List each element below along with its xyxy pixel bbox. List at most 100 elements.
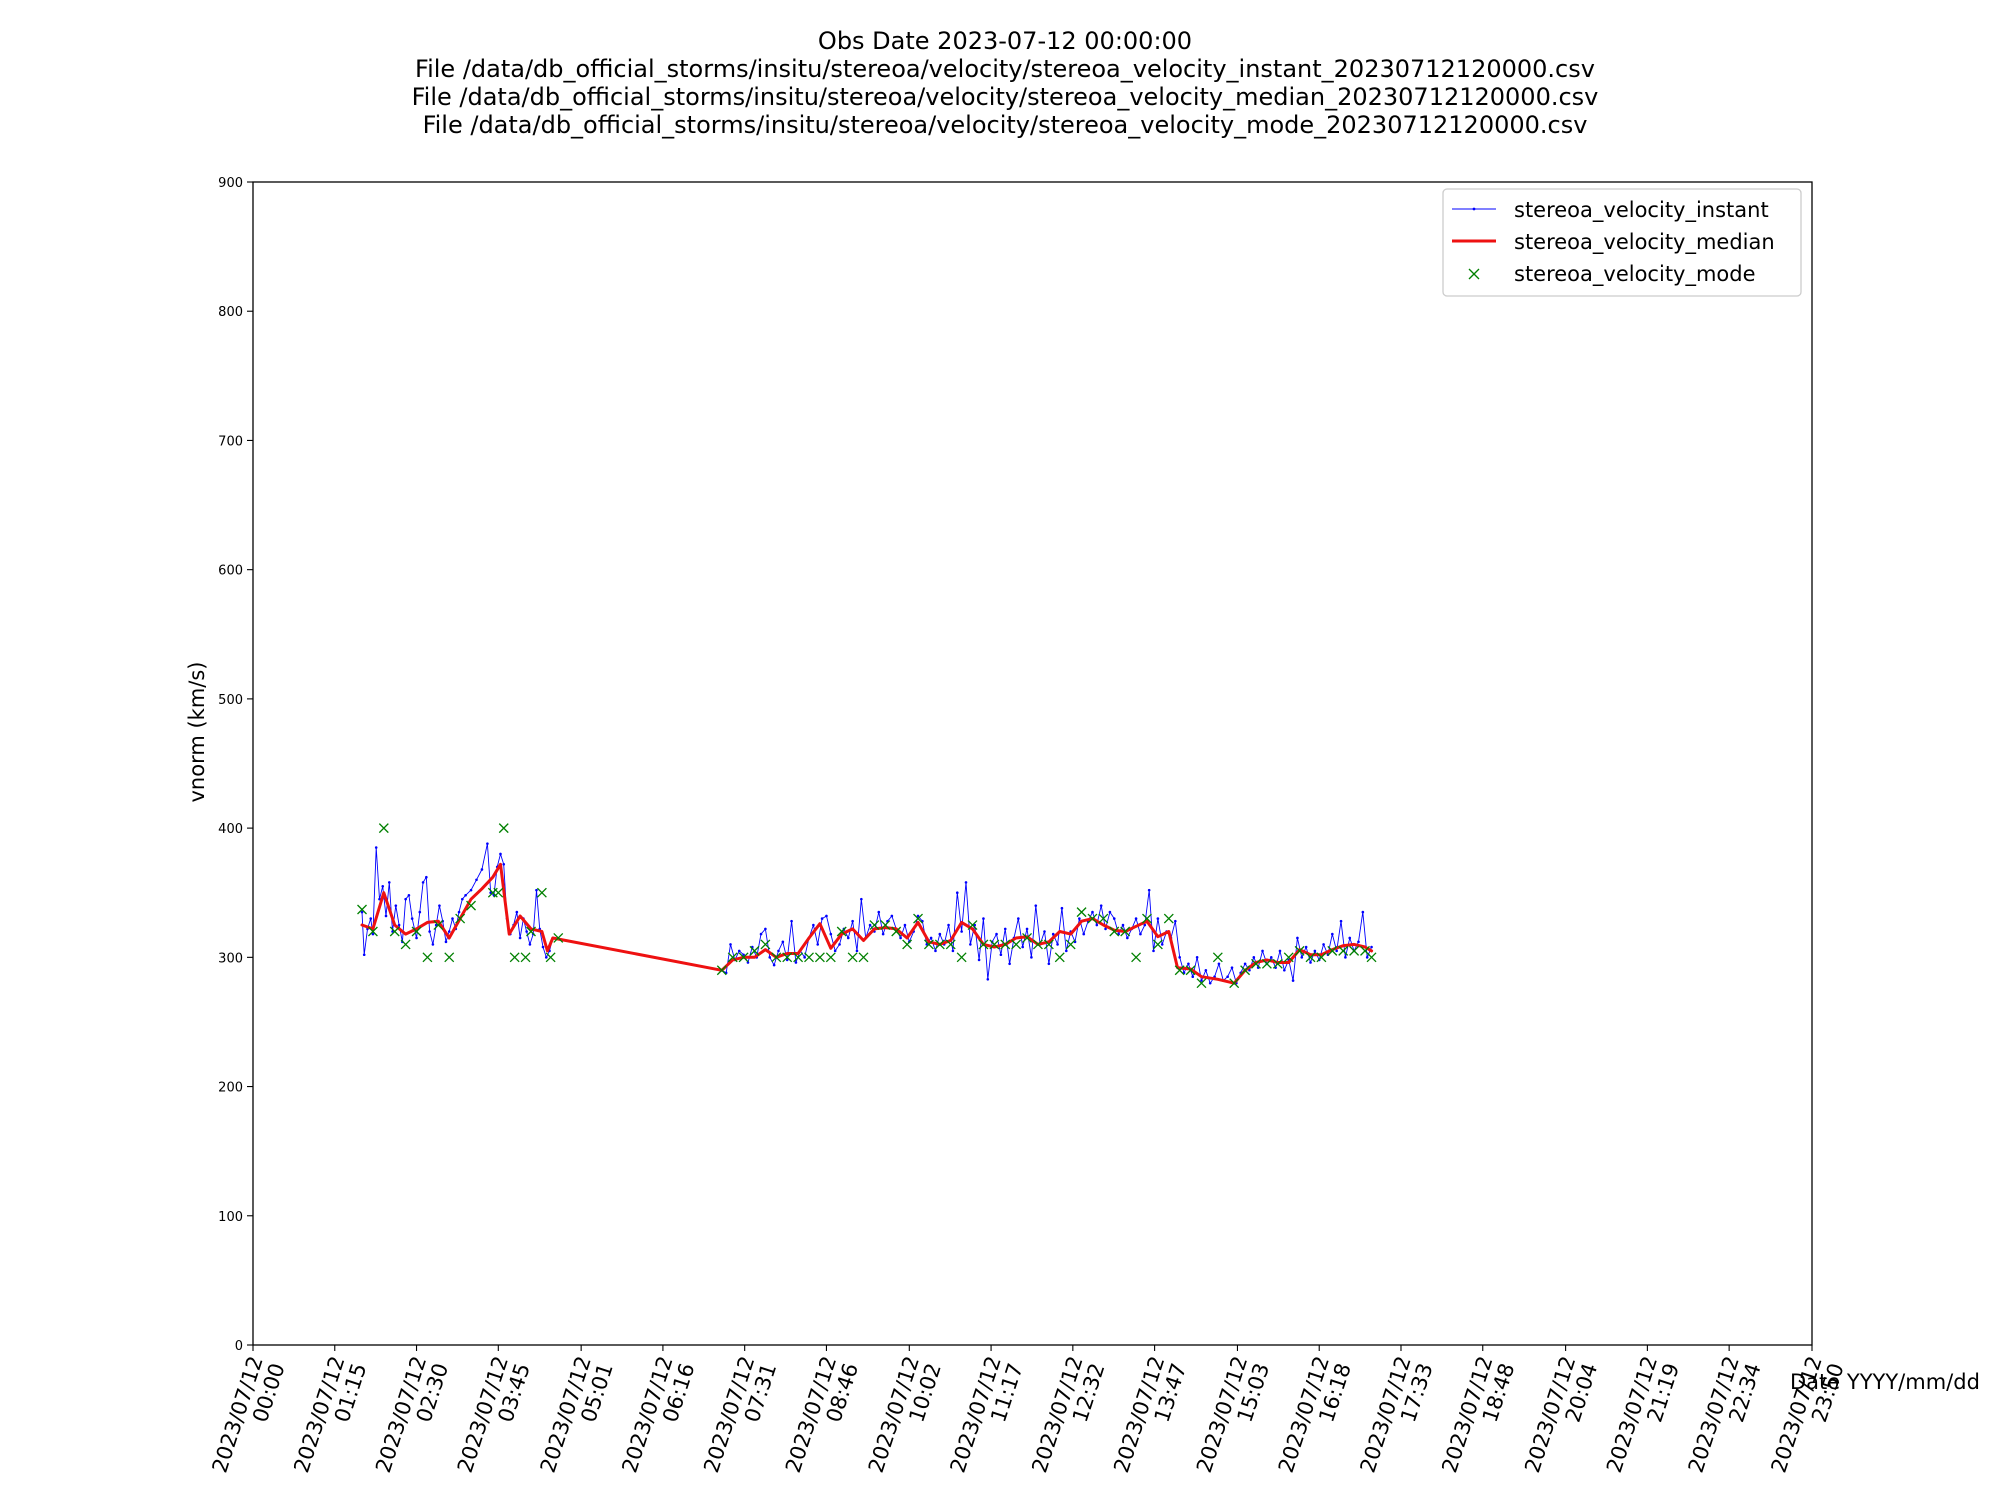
legend-mode-label: stereoa_velocity_mode [1514, 262, 1756, 287]
instant-point [860, 897, 863, 901]
instant-point [421, 881, 425, 884]
instant-point [1339, 919, 1343, 923]
instant-point [1121, 923, 1125, 927]
instant-point [1283, 968, 1286, 972]
mode-point [1283, 952, 1294, 963]
y-tick-label: 300 [218, 951, 243, 966]
instant-point [518, 936, 522, 940]
instant-point [1208, 981, 1212, 985]
mode-point [869, 920, 880, 930]
instant-point [1003, 927, 1007, 931]
instant-point [1108, 910, 1112, 914]
instant-point [1178, 956, 1181, 959]
instant-point [772, 963, 776, 967]
instant-point [781, 940, 785, 944]
instant-point [947, 923, 950, 927]
instant-point [415, 936, 418, 940]
instant-point [1008, 962, 1011, 966]
instant-point [899, 936, 902, 940]
instant-point [1344, 956, 1347, 959]
instant-point [469, 888, 473, 892]
mode-point [1240, 965, 1251, 976]
legend-box [1442, 188, 1802, 297]
mode-point [1142, 913, 1152, 924]
instant-point [369, 917, 373, 920]
chart-title: Obs Date 2023-07-12 00:00:00 File /data/… [412, 27, 1599, 139]
instant-point [528, 943, 532, 946]
instant-point [916, 914, 920, 918]
mode-point [1174, 965, 1185, 976]
mode-point [1349, 945, 1360, 956]
instant-point [397, 923, 401, 927]
mode-point [989, 939, 1000, 950]
instant-point [374, 846, 378, 849]
mode-point [814, 952, 825, 963]
instant-point [502, 862, 506, 866]
instant-point [1043, 930, 1046, 933]
mode-point [378, 823, 389, 834]
instant-point [1082, 932, 1086, 936]
instant-point [447, 930, 451, 933]
instant-point [1147, 888, 1151, 892]
mode-point [1229, 978, 1240, 989]
instant-point [1300, 956, 1304, 959]
y-tick-label: 700 [218, 434, 243, 449]
instant-point [1126, 936, 1129, 940]
mode-point [804, 952, 814, 963]
instant-point [418, 910, 422, 914]
mode-point [1185, 965, 1196, 976]
plot-data-layer [357, 823, 1377, 989]
instant-point [381, 884, 385, 888]
mode-point [1054, 952, 1065, 963]
instant-point [764, 927, 767, 931]
instant-point [451, 917, 454, 920]
mode-point [1261, 958, 1272, 969]
instant-point [1034, 904, 1038, 907]
instant-point [1095, 923, 1099, 927]
instant-point [737, 949, 741, 953]
mode-point [357, 904, 367, 915]
instant-point [790, 919, 793, 923]
mode-point [1163, 913, 1174, 924]
instant-point [360, 910, 364, 914]
instant-point [457, 910, 461, 914]
mode-point [493, 887, 504, 898]
instant-point [384, 914, 388, 918]
instant-point [1143, 923, 1147, 927]
mode-point [1316, 952, 1327, 963]
mode-point [1294, 945, 1305, 956]
mode-point [498, 823, 509, 834]
instant-point [1309, 961, 1312, 964]
mode-point [793, 952, 804, 963]
instant-point [1134, 917, 1138, 920]
instant-point [1139, 932, 1142, 936]
instant-point [387, 881, 391, 884]
instant-point [960, 930, 963, 933]
instant-point [969, 943, 972, 946]
instant-point [1056, 943, 1059, 946]
instant-point [461, 897, 464, 901]
mode-point [956, 952, 967, 963]
instant-point [1017, 917, 1020, 920]
instant-point [425, 875, 428, 879]
instant-point [1243, 962, 1247, 966]
instant-point [855, 949, 859, 953]
instant-point [877, 910, 881, 914]
mode-point [738, 952, 749, 963]
instant-point [1226, 975, 1229, 979]
instant-point [371, 932, 375, 936]
instant-point [1291, 979, 1295, 982]
instant-point [938, 932, 942, 936]
mode-point [433, 920, 444, 930]
instant-point [977, 958, 981, 962]
mode-point [536, 887, 547, 898]
instant-point [1060, 906, 1064, 910]
instant-point [951, 949, 955, 953]
instant-point [1160, 943, 1164, 946]
mode-point [1043, 939, 1054, 950]
instant-point [1195, 956, 1199, 959]
instant-point [1200, 979, 1203, 982]
y-tick-label: 500 [218, 693, 243, 708]
legend-mode-marker [1468, 268, 1480, 280]
mode-point [836, 926, 847, 937]
